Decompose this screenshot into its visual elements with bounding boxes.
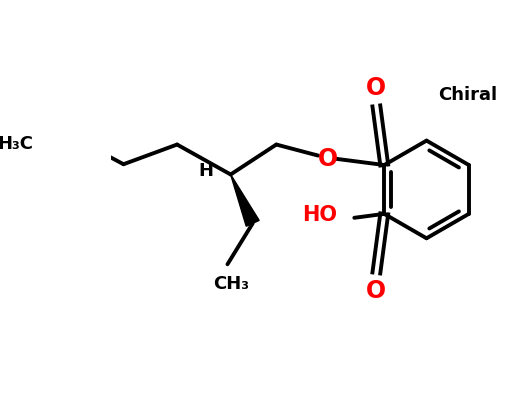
Text: Chiral: Chiral (438, 86, 497, 104)
Text: O: O (366, 279, 386, 303)
Text: H₃C: H₃C (0, 135, 33, 153)
Polygon shape (230, 174, 259, 226)
Text: O: O (366, 76, 386, 100)
Text: O: O (318, 147, 338, 171)
Text: H: H (198, 162, 213, 179)
Text: HO: HO (302, 204, 337, 225)
Text: CH₃: CH₃ (214, 275, 249, 293)
